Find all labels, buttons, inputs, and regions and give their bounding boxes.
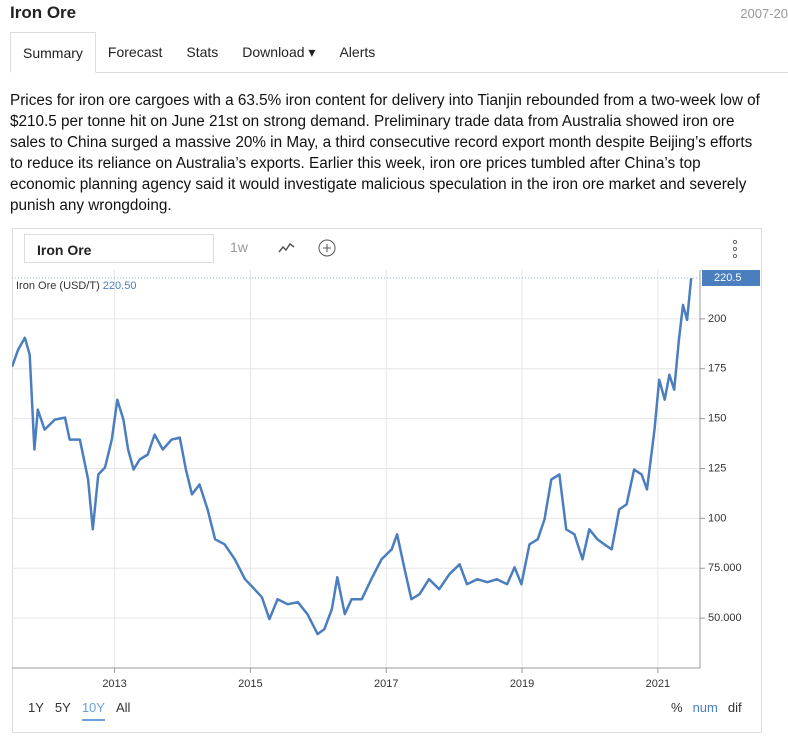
- y-tick-label: 175: [708, 363, 726, 375]
- legend-value: 220.50: [103, 280, 137, 292]
- x-tick-label: 2015: [238, 678, 262, 690]
- search-input[interactable]: Iron Ore: [24, 234, 214, 263]
- range-button[interactable]: 5Y: [54, 700, 71, 715]
- tab-label: Download: [242, 44, 305, 60]
- chart: 50.000 75.000 100 125 150 175 200 2013 2015 2017 2…: [12, 269, 760, 690]
- y-tick-label: 150: [708, 413, 726, 425]
- mode-button[interactable]: %: [671, 700, 683, 715]
- x-tick-label: 2021: [646, 678, 670, 690]
- date-range: 2007-20: [740, 6, 788, 21]
- x-tick-label: 2019: [510, 678, 534, 690]
- tab[interactable]: Summary: [10, 32, 96, 73]
- range-button[interactable]: All: [115, 700, 131, 715]
- x-tick-label: 2013: [102, 678, 126, 690]
- page-title: Iron Ore: [10, 3, 77, 22]
- add-icon-plus: [323, 244, 331, 252]
- range-button[interactable]: 1Y: [28, 700, 44, 715]
- legend-label: Iron Ore (USD/T) 220.50: [16, 280, 136, 292]
- last-value-label: 220.5: [714, 272, 742, 284]
- price-line: [12, 277, 693, 636]
- menu-icon[interactable]: [730, 238, 740, 260]
- legend-name: Iron Ore (USD/T): [16, 280, 100, 292]
- y-tick-label: 50.000: [708, 612, 742, 624]
- y-tick-label: 200: [708, 313, 726, 325]
- y-tick-label: 75.000: [708, 562, 742, 574]
- last-value-tag: [702, 269, 760, 286]
- y-tick-label: 100: [708, 512, 726, 524]
- mode-button[interactable]: dif: [727, 700, 742, 715]
- tab[interactable]: Download ▾: [242, 44, 316, 60]
- mode-buttons: % num dif: [671, 700, 742, 715]
- tab[interactable]: Stats: [186, 44, 219, 60]
- mode-button[interactable]: num: [692, 700, 718, 715]
- range-buttons: 1Y 5Y 10Y All: [28, 700, 130, 721]
- tab[interactable]: Alerts: [339, 44, 376, 60]
- y-tick-label: 125: [708, 462, 726, 474]
- x-tick-label: 2017: [374, 678, 398, 690]
- tab-bar: Summary Forecast Stats Download ▾ Alerts: [10, 32, 788, 73]
- summary-text: Prices for iron ore cargoes with a 63.5%…: [10, 92, 760, 214]
- toolbar-icons: [278, 239, 336, 257]
- chart-type-icon[interactable]: [278, 242, 295, 253]
- tab[interactable]: Forecast: [107, 44, 163, 60]
- chart-box: [12, 228, 762, 733]
- add-icon[interactable]: [318, 239, 336, 257]
- interval-button[interactable]: 1w: [230, 239, 248, 255]
- range-button[interactable]: 10Y: [81, 700, 105, 721]
